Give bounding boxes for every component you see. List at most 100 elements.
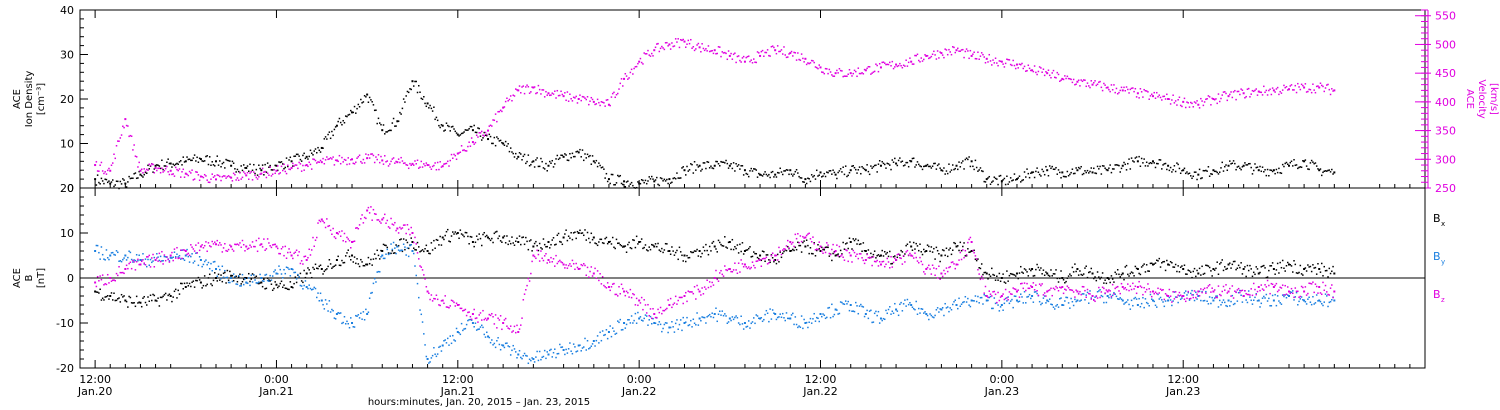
data-trace-dot <box>737 252 740 254</box>
data-trace-dot <box>113 279 115 281</box>
data-trace-dot <box>399 239 401 241</box>
data-trace-dot <box>1193 290 1196 292</box>
data-trace-dot <box>418 167 420 169</box>
data-trace-dot <box>1132 87 1134 89</box>
data-trace-dot <box>1222 91 1225 93</box>
data-trace-dot <box>373 253 376 255</box>
data-trace-dot <box>1119 171 1121 173</box>
data-trace-dot <box>780 316 783 319</box>
data-trace-dot <box>1101 89 1104 92</box>
data-trace-dot <box>222 276 225 279</box>
data-trace-dot <box>996 62 998 64</box>
data-trace-dot <box>948 310 950 313</box>
data-trace-dot <box>669 253 672 256</box>
data-trace-dot <box>1052 273 1055 275</box>
data-trace-dot <box>181 282 183 285</box>
data-trace-dot <box>406 241 409 244</box>
data-trace-dot <box>707 253 710 256</box>
data-trace-dot <box>425 355 428 358</box>
data-trace-dot <box>826 171 828 173</box>
data-trace-dot <box>269 274 271 277</box>
data-trace-dot <box>1051 303 1053 306</box>
data-trace-dot <box>1064 175 1066 178</box>
data-trace-dot <box>881 160 883 163</box>
data-trace-dot <box>657 42 659 45</box>
data-trace-dot <box>678 46 681 49</box>
data-trace-dot <box>883 265 886 268</box>
data-trace-dot <box>870 165 872 167</box>
data-trace-dot <box>365 96 367 98</box>
data-trace-dot <box>526 84 528 86</box>
data-trace-dot <box>205 155 207 158</box>
data-trace-dot <box>924 311 926 313</box>
data-trace-dot <box>1003 66 1006 68</box>
data-trace-dot <box>697 255 700 257</box>
data-trace-dot <box>386 131 389 133</box>
data-trace-dot <box>285 287 288 290</box>
data-trace-dot <box>946 53 949 56</box>
data-point <box>577 151 580 154</box>
data-trace-dot <box>557 158 560 161</box>
data-trace-dot <box>1086 169 1089 172</box>
data-trace-dot <box>312 236 314 239</box>
data-point <box>743 250 746 252</box>
data-point <box>879 66 882 69</box>
data-trace-dot <box>831 74 833 76</box>
data-trace-dot <box>147 169 149 171</box>
data-trace-dot <box>1292 165 1294 167</box>
data-trace-dot <box>629 322 632 324</box>
data-trace-dot <box>119 301 122 303</box>
data-trace-dot <box>507 243 509 246</box>
data-trace-dot <box>1187 291 1189 294</box>
data-trace-dot <box>671 321 673 323</box>
data-trace-dot <box>251 241 254 243</box>
data-trace-dot <box>439 345 441 348</box>
data-trace-dot <box>596 335 599 337</box>
data-trace-dot <box>217 265 220 268</box>
data-trace-dot <box>520 92 522 94</box>
data-trace-dot <box>535 240 537 243</box>
data-trace-dot <box>1011 273 1013 275</box>
data-trace-dot <box>1009 177 1012 179</box>
data-trace-dot <box>423 95 425 98</box>
data-trace-dot <box>295 249 298 252</box>
data-trace-dot <box>676 303 678 305</box>
data-trace-dot <box>1181 169 1183 172</box>
data-trace-dot <box>123 257 125 259</box>
data-trace-dot <box>159 296 162 299</box>
data-trace-dot <box>1166 168 1168 171</box>
data-trace-dot <box>654 322 657 325</box>
data-trace-dot <box>1043 292 1046 294</box>
data-trace-dot <box>497 137 499 140</box>
data-trace-dot <box>552 237 555 239</box>
data-trace-dot <box>654 316 657 319</box>
data-trace-dot <box>248 178 250 180</box>
data-trace-dot <box>226 175 229 178</box>
data-trace-dot <box>779 251 781 253</box>
data-trace-dot <box>781 53 784 55</box>
data-trace-dot <box>1331 168 1333 171</box>
data-trace-dot <box>415 163 417 165</box>
data-trace-dot <box>538 350 541 353</box>
data-trace-dot <box>259 273 261 276</box>
data-point <box>1272 268 1275 270</box>
data-trace-dot <box>1128 158 1130 160</box>
data-trace-dot <box>211 173 213 175</box>
data-trace-dot <box>885 309 887 312</box>
data-trace-dot <box>536 350 538 353</box>
data-trace-dot <box>887 163 890 165</box>
data-trace-dot <box>1094 80 1096 82</box>
data-trace-dot <box>419 309 421 311</box>
data-trace-dot <box>219 268 221 271</box>
data-trace-dot <box>843 75 846 77</box>
data-point <box>577 268 580 270</box>
data-trace-dot <box>125 264 128 267</box>
data-point <box>335 232 338 234</box>
data-trace-dot <box>463 328 465 330</box>
data-trace-dot <box>651 52 653 55</box>
data-trace-dot <box>591 238 594 241</box>
data-trace-dot <box>225 282 227 284</box>
data-trace-dot <box>1094 300 1096 303</box>
data-point <box>910 304 913 306</box>
data-trace-dot <box>691 163 693 166</box>
